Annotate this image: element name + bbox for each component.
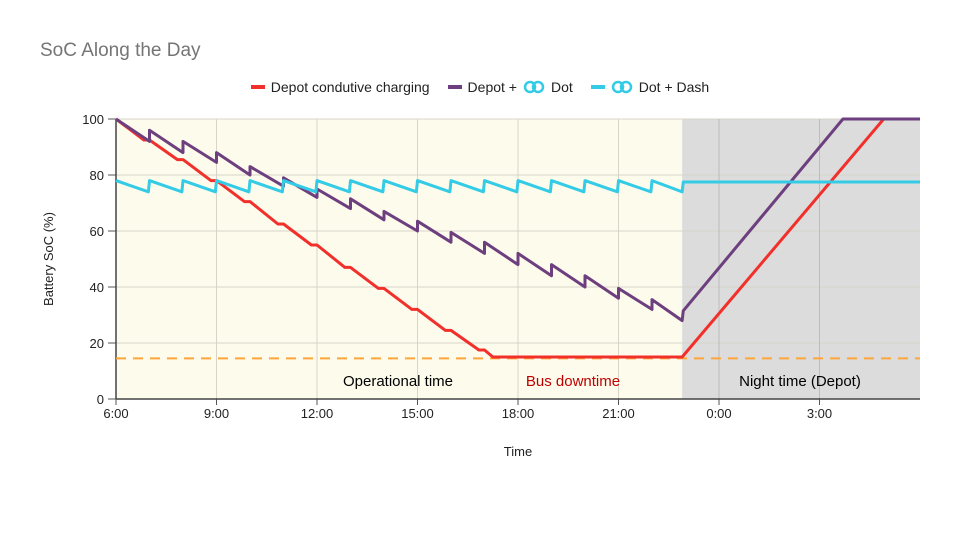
x-tick-label: 21:00 [602, 406, 635, 421]
region-operational [116, 119, 683, 399]
x-tick-label: 0:00 [706, 406, 731, 421]
x-tick-label: 9:00 [204, 406, 229, 421]
y-tick-label: 80 [90, 168, 104, 183]
legend: Depot condutive charging Depot + Dot Dot… [0, 79, 960, 95]
x-tick-label: 15:00 [401, 406, 434, 421]
series-line-1 [115, 117, 920, 359]
region-label: Operational time [343, 373, 453, 390]
legend-swatch [590, 85, 605, 89]
y-tick-label: 0 [97, 392, 104, 407]
x-tick-label: 12:00 [301, 406, 334, 421]
x-axis-label: Time [504, 444, 532, 459]
y-tick-label: 40 [90, 280, 104, 295]
legend-label: Depot + [467, 79, 517, 95]
legend-item-depot-dot: Depot + Dot [447, 79, 573, 95]
legend-label: Dot [550, 79, 573, 95]
legend-swatch [447, 85, 462, 89]
y-axis-label: Battery SoC (%) [41, 212, 56, 306]
region-label: Night time (Depot) [739, 373, 861, 390]
dot-logo-icon [611, 80, 633, 94]
legend-item-depot-conductive: Depot condutive charging [250, 79, 430, 95]
y-tick-label: 60 [90, 224, 104, 239]
legend-label: Dot + Dash [638, 79, 710, 95]
series-line-3 [115, 179, 920, 194]
series-line-2 [115, 117, 920, 323]
dot-logo-icon [523, 80, 545, 94]
region-label: Bus downtime [526, 373, 620, 390]
y-tick-label: 20 [90, 336, 104, 351]
legend-swatch [250, 85, 265, 89]
legend-label: Depot condutive charging [270, 79, 430, 95]
legend-item-dot-dash: Dot + Dash [590, 79, 710, 95]
region-night [682, 119, 920, 399]
chart-title: SoC Along the Day [40, 40, 201, 61]
x-tick-label: 6:00 [103, 406, 128, 421]
y-tick-label: 100 [82, 112, 104, 127]
x-tick-label: 3:00 [807, 406, 832, 421]
x-tick-label: 18:00 [502, 406, 535, 421]
